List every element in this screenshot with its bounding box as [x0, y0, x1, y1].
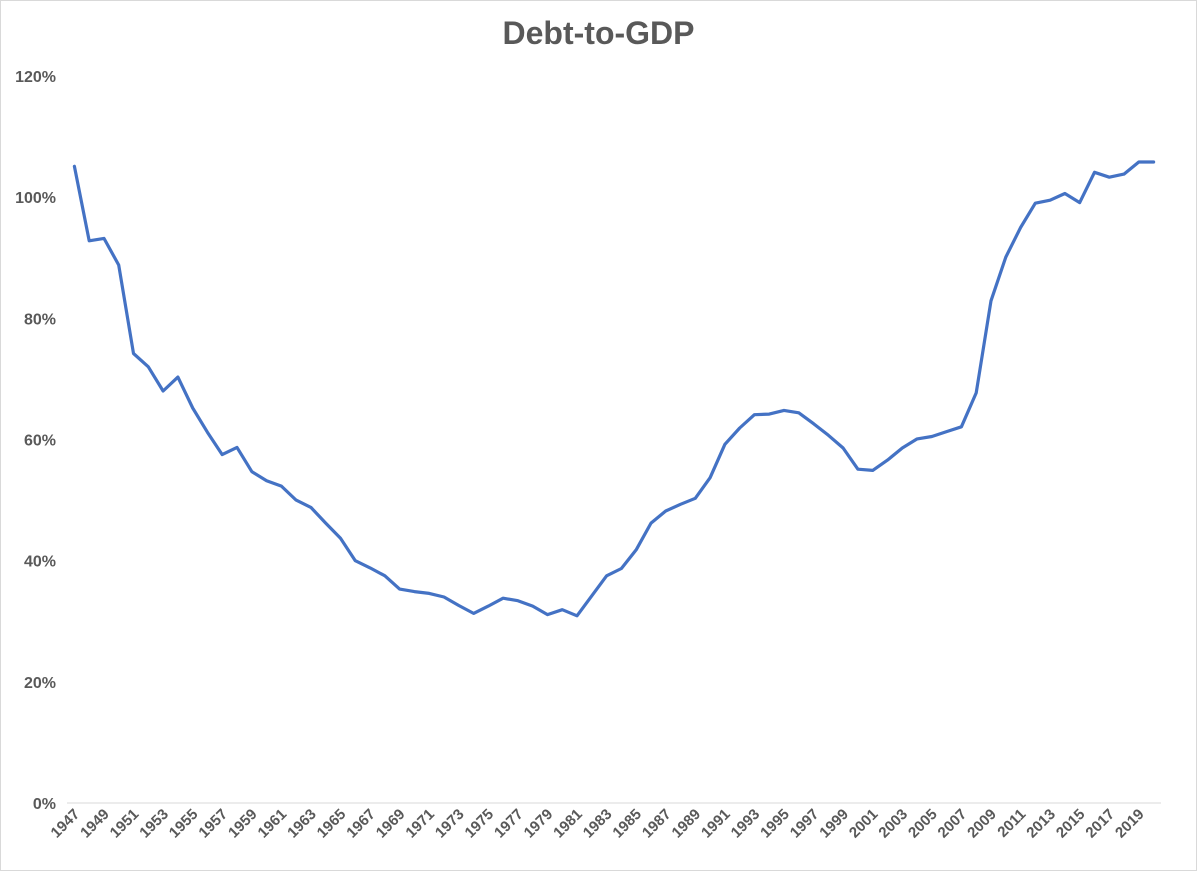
x-tick-label: 1993 [728, 806, 764, 842]
x-tick-label: 1979 [521, 806, 557, 842]
y-tick-label: 40% [24, 554, 56, 571]
x-tick-label: 1969 [373, 806, 409, 842]
x-tick-label: 1961 [255, 806, 291, 842]
x-tick-label: 1959 [225, 806, 261, 842]
x-tick-label: 1971 [402, 806, 438, 842]
x-tick-label: 1995 [757, 806, 793, 842]
x-tick-label: 2013 [1023, 806, 1059, 842]
x-tick-label: 1983 [580, 806, 616, 842]
x-tick-label: 2001 [846, 806, 882, 842]
y-tick-label: 20% [24, 675, 56, 692]
x-tick-label: 2005 [905, 806, 941, 842]
y-axis-ticks: 0% 20% 40% 60% 80% 100% 120% [15, 69, 56, 813]
x-axis-ticks: 1947194919511953195519571959196119631965… [48, 806, 1148, 842]
x-tick-label: 2015 [1053, 806, 1089, 842]
x-tick-label: 1955 [166, 806, 202, 842]
x-tick-label: 1989 [669, 806, 705, 842]
x-tick-label: 2019 [1112, 806, 1148, 842]
x-tick-label: 1991 [698, 806, 734, 842]
x-tick-label: 2011 [994, 806, 1029, 841]
x-tick-label: 2007 [935, 806, 971, 842]
x-tick-label: 1967 [343, 806, 379, 842]
x-tick-label: 1957 [195, 806, 231, 842]
x-tick-label: 2009 [964, 806, 1000, 842]
x-tick-label: 2003 [875, 806, 911, 842]
y-tick-label: 60% [24, 433, 56, 450]
x-tick-label: 1951 [107, 806, 143, 842]
series-line [72, 160, 1156, 618]
y-tick-label: 80% [24, 311, 56, 328]
y-tick-label: 120% [15, 69, 56, 86]
x-tick-label: 1987 [639, 806, 675, 842]
x-tick-label: 1985 [609, 806, 645, 842]
x-tick-label: 1981 [550, 806, 586, 842]
series-group [72, 160, 1156, 618]
y-tick-label: 100% [15, 190, 56, 207]
x-tick-label: 1949 [77, 806, 113, 842]
x-tick-label: 1997 [787, 806, 823, 842]
x-tick-label: 1999 [816, 806, 852, 842]
x-tick-label: 1965 [314, 806, 350, 842]
x-tick-label: 2017 [1082, 806, 1118, 842]
x-tick-label: 1953 [136, 806, 172, 842]
x-tick-label: 1975 [462, 806, 498, 842]
y-tick-label: 0% [33, 796, 56, 813]
chart-title: Debt-to-GDP [502, 15, 695, 51]
x-tick-label: 1973 [432, 806, 468, 842]
x-tick-label: 1977 [491, 806, 527, 842]
x-tick-label: 1963 [284, 806, 320, 842]
